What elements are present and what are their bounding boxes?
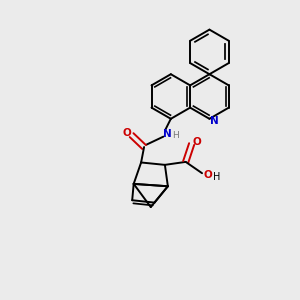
Text: O: O bbox=[122, 128, 131, 138]
Text: O: O bbox=[193, 137, 201, 147]
Text: H: H bbox=[213, 172, 221, 182]
Text: N: N bbox=[210, 116, 219, 126]
Text: N: N bbox=[163, 129, 171, 139]
Text: O: O bbox=[203, 170, 212, 180]
Text: H: H bbox=[172, 131, 179, 140]
